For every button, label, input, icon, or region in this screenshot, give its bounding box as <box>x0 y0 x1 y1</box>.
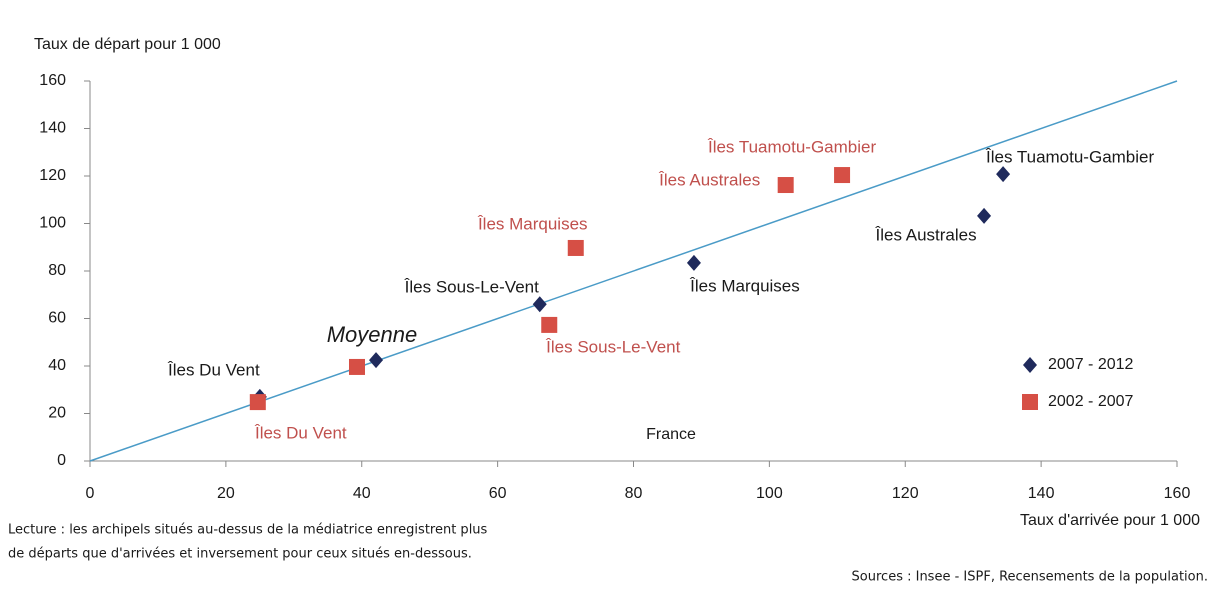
x-tick-label: 60 <box>489 485 507 502</box>
y-tick-label: 60 <box>48 310 66 327</box>
point-label: Îles Tuamotu-Gambier <box>985 148 1155 167</box>
x-tick-label: 100 <box>756 485 783 502</box>
x-tick-label: 80 <box>625 485 643 502</box>
x-tick-label: 0 <box>86 485 95 502</box>
note: Lecture : les archipels situés au-dessus… <box>8 523 488 538</box>
legend-label: 2002 - 2007 <box>1048 393 1134 410</box>
y-tick-label: 120 <box>39 167 66 184</box>
y-tick-label: 100 <box>39 215 66 232</box>
x-tick-label: 20 <box>217 485 235 502</box>
annotation: France <box>646 426 696 443</box>
y-tick-label: 40 <box>48 357 66 374</box>
source: Sources : Insee - ISPF, Recensements de … <box>852 570 1208 585</box>
point-label: Îles Australes <box>658 171 760 190</box>
diamond-marker <box>996 166 1011 183</box>
y-axis-title: Taux de départ pour 1 000 <box>34 36 221 53</box>
point-label: Îles Sous-Le-Vent <box>404 278 539 297</box>
diamond-marker <box>686 254 701 271</box>
x-tick-label: 120 <box>892 485 919 502</box>
square-marker <box>541 316 558 333</box>
x-tick-label: 140 <box>1028 485 1055 502</box>
point-label: Îles Sous-Le-Vent <box>545 337 680 356</box>
square-marker <box>1022 394 1038 410</box>
diamond-marker <box>1023 357 1037 373</box>
bisector <box>89 80 1178 462</box>
y-tick-label: 0 <box>57 452 66 469</box>
point-label: Îles Marquises <box>689 276 800 295</box>
square-marker <box>777 177 794 194</box>
point-label: Îles Marquises <box>477 214 588 233</box>
square-marker <box>348 358 365 375</box>
point-label: Îles Australes <box>875 225 977 244</box>
square-marker <box>834 167 851 184</box>
legend-label: 2007 - 2012 <box>1048 356 1134 373</box>
square-marker <box>249 394 266 411</box>
y-tick-label: 160 <box>39 72 66 89</box>
y-tick-label: 140 <box>39 120 66 137</box>
point-label: Îles Du Vent <box>167 360 260 379</box>
note: de départs que d'arrivées et inversement… <box>8 547 472 562</box>
annotation: Moyenne <box>327 322 418 347</box>
point-label: Îles Du Vent <box>254 424 347 443</box>
y-tick-label: 80 <box>48 262 66 279</box>
square-marker <box>567 239 584 256</box>
x-tick-label: 40 <box>353 485 371 502</box>
x-tick-label: 160 <box>1164 485 1191 502</box>
diamond-marker <box>532 296 547 313</box>
x-axis-title: Taux d'arrivée pour 1 000 <box>1020 512 1200 529</box>
point-label: Îles Tuamotu-Gambier <box>707 138 877 157</box>
diamond-marker <box>977 207 992 224</box>
diamond-marker <box>369 352 384 369</box>
y-tick-label: 20 <box>48 405 66 422</box>
